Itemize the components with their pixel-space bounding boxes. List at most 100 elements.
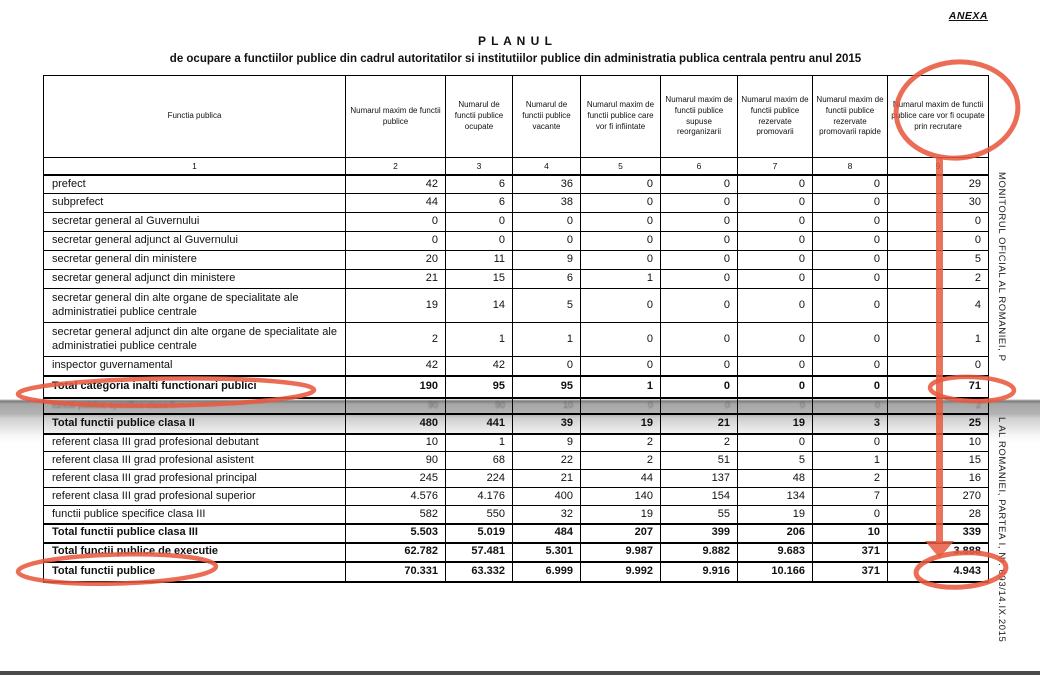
table-row: secretar general adjunct al Guvernului 0 0… xyxy=(43,231,989,251)
cell-value: 5.301 xyxy=(512,541,581,563)
cell-value: 0 xyxy=(812,288,888,323)
cell-value: 0 xyxy=(737,322,813,357)
cell-value: 207 xyxy=(580,522,661,544)
cell-value: 15 xyxy=(445,269,513,289)
cell-value: 2 xyxy=(580,433,661,452)
cell-value: 0 xyxy=(737,288,813,323)
cell-value: 550 xyxy=(445,505,513,524)
cell-value: 63.332 xyxy=(445,560,513,583)
cell-value: 19 xyxy=(737,505,813,524)
cell-value: 399 xyxy=(660,522,738,544)
table-row: secretar general adjunct din alte organe… xyxy=(43,322,989,357)
cell-value: 0 xyxy=(812,269,888,289)
cell-value: 70.331 xyxy=(345,560,446,583)
cell-value: 25 xyxy=(887,412,989,435)
cell-value: 9.916 xyxy=(660,560,738,583)
table-row: inspector guvernamental 42 42 0 0 0 0 0 0 xyxy=(43,356,989,376)
cell-value: 0 xyxy=(737,250,813,270)
cell-value: 0 xyxy=(812,212,888,232)
cell-value: 0 xyxy=(512,356,581,376)
cell-value: 39 xyxy=(512,412,581,435)
cell-value: 42 xyxy=(345,356,446,376)
cell-value: 0 xyxy=(445,231,513,251)
row-label: secretar general adjunct din alte organe… xyxy=(43,322,346,357)
cell-value: 0 xyxy=(660,397,738,414)
cell-value: 480 xyxy=(345,412,446,435)
document-subtitle: de ocupare a functiilor publice din cadr… xyxy=(169,53,862,65)
column-header-2: Numarul maxim de functii publice xyxy=(345,75,446,158)
cell-value: 16 xyxy=(887,469,989,488)
cell-value: 57.481 xyxy=(445,541,513,563)
cell-value: 42 xyxy=(345,174,446,194)
cell-value: 7 xyxy=(812,487,888,506)
cell-value: 0 xyxy=(580,212,661,232)
cell-value: 68 xyxy=(445,451,513,470)
table-row: referent clasa III grad profesional debu… xyxy=(43,433,989,452)
cell-value: 10 xyxy=(345,433,446,452)
cell-value: 2 xyxy=(887,269,989,289)
table-row: secretar general al Guvernului 0 0 0 0 0 0 0 0 xyxy=(43,212,989,232)
cell-value: 4.176 xyxy=(445,487,513,506)
table-row: Total categoria inalti functionari publi… xyxy=(43,374,989,399)
cell-value: 0 xyxy=(660,374,738,399)
cell-value: 0 xyxy=(660,288,738,323)
cell-value: 19 xyxy=(580,505,661,524)
cell-value: 14 xyxy=(445,288,513,323)
cell-value: 0 xyxy=(812,322,888,357)
cell-value: 20 xyxy=(345,250,446,270)
cell-value: 0 xyxy=(812,374,888,399)
cell-value: 6.999 xyxy=(512,560,581,583)
column-number: 4 xyxy=(512,157,581,176)
cell-value: 0 xyxy=(580,250,661,270)
cell-value: 1 xyxy=(445,433,513,452)
cell-value: 21 xyxy=(345,269,446,289)
cell-value: 0 xyxy=(580,356,661,376)
cell-value: 10 xyxy=(512,397,581,414)
cell-value: 134 xyxy=(737,487,813,506)
cell-value: 1 xyxy=(512,322,581,357)
table-row: Total functii publice clasa II 480 441 39 19… xyxy=(43,412,989,435)
cell-value: 245 xyxy=(345,469,446,488)
cell-value: 0 xyxy=(887,356,989,376)
column-number: 2 xyxy=(345,157,446,176)
row-label: prefect xyxy=(43,174,346,194)
row-label: referent clasa III grad profesional debu… xyxy=(43,433,346,452)
cell-value: 0 xyxy=(812,250,888,270)
cell-value: 9.992 xyxy=(580,560,661,583)
cell-value: 1 xyxy=(445,322,513,357)
cell-value: 21 xyxy=(512,469,581,488)
cell-value: 10 xyxy=(887,433,989,452)
cell-value: 2 xyxy=(812,469,888,488)
cell-value: 0 xyxy=(580,193,661,213)
row-label: Total functii publice xyxy=(43,560,346,583)
cell-value: 44 xyxy=(345,193,446,213)
cell-value: 9 xyxy=(512,433,581,452)
cell-value: 224 xyxy=(445,469,513,488)
cell-value: 0 xyxy=(580,322,661,357)
cell-value: 9 xyxy=(512,250,581,270)
table-row: functii publice specifice clasa II 90 90 10… xyxy=(43,397,989,414)
anexa-label: ANEXA xyxy=(948,10,988,22)
cell-value: 10 xyxy=(812,522,888,544)
column-number: 9 xyxy=(887,157,989,176)
cell-value: 1 xyxy=(580,374,661,399)
cell-value: 0 xyxy=(580,397,661,414)
column-header-5: Numarul maxim de functii publice care vo… xyxy=(580,75,661,158)
cell-value: 400 xyxy=(512,487,581,506)
table-row: secretar general adjunct din ministere 21… xyxy=(43,269,989,289)
cell-value: 11 xyxy=(445,250,513,270)
cell-value: 6 xyxy=(445,193,513,213)
document-header: P L A N U L de ocupare a functiilor publ… xyxy=(43,34,988,65)
cell-value: 62.782 xyxy=(345,541,446,563)
cell-value: 371 xyxy=(812,560,888,583)
table-row: Total functii publice de executie 62.782 5… xyxy=(43,541,989,563)
row-label: secretar general adjunct din ministere xyxy=(43,269,346,289)
gutter-text-top: MONITORUL OFICIAL AL ROMANIEI, P xyxy=(996,172,1007,362)
cell-value: 2 xyxy=(887,397,989,414)
cell-value: 55 xyxy=(660,505,738,524)
cell-value: 0 xyxy=(660,322,738,357)
cell-value: 2 xyxy=(345,322,446,357)
column-number: 3 xyxy=(445,157,513,176)
cell-value: 0 xyxy=(812,231,888,251)
